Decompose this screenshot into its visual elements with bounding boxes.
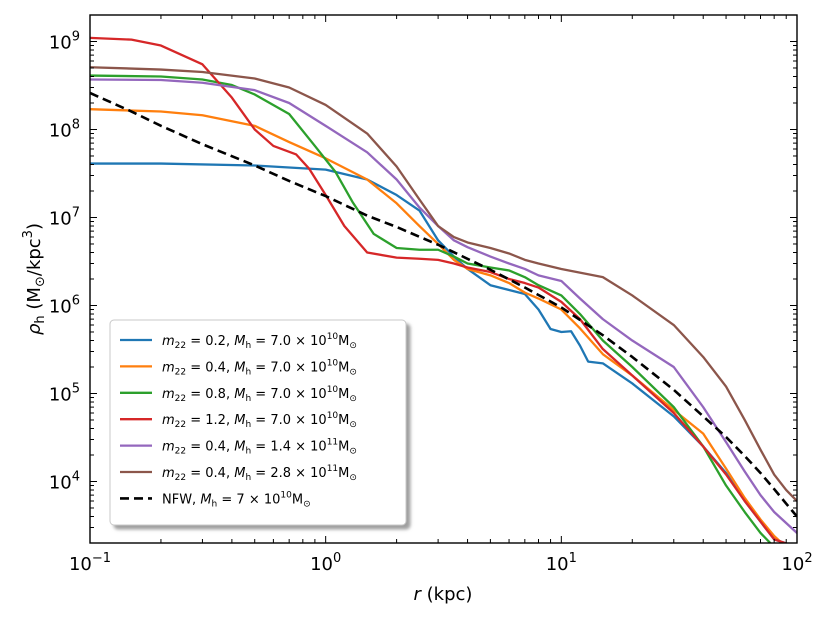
series-line-3 [90,74,772,543]
series-line-6 [90,66,797,502]
series-line-4 [90,36,789,543]
legend: m22 = 0.2, Mh = 7.0 × 1010M⊙ m22 = 0.4, M… [109,319,407,526]
x-tick-label: 101 [546,551,577,575]
y-axis-label: ρh (M⊙/kpc3) [21,223,48,335]
x-axis-label: r (kpc) [414,584,473,605]
x-tick-label: 10−1 [69,551,111,575]
legend-label-6: m22 = 0.4, Mh = 2.8 × 1011M⊙ [162,464,357,483]
axis-tick-labels: 10−1 100 101 102 104 105 106 107 108 109 [49,29,813,575]
y-tick-label: 108 [49,117,80,141]
legend-label-7: NFW, Mh = 7 × 1010M⊙ [162,490,311,509]
y-tick-label: 106 [49,293,80,317]
y-tick-label: 104 [49,469,80,493]
plot-frame [89,14,798,544]
x-tick-label: 102 [781,551,812,575]
legend-label-3: m22 = 0.8, Mh = 7.0 × 1010M⊙ [162,385,357,404]
y-tick-label: 107 [49,205,80,229]
legend-label-1: m22 = 0.2, Mh = 7.0 × 1010M⊙ [162,332,357,351]
legend-label-5: m22 = 0.4, Mh = 1.4 × 1011M⊙ [162,438,357,457]
y-tick-label: 109 [49,29,80,53]
legend-box [109,319,407,526]
series-line-7 [90,91,797,518]
series-layer [90,36,797,543]
series-line-2 [90,108,784,543]
x-tick-label: 100 [310,551,341,575]
legend-label-2: m22 = 0.4, Mh = 7.0 × 1010M⊙ [162,358,357,377]
y-tick-label: 105 [49,381,80,405]
legend-label-4: m22 = 1.2, Mh = 7.0 × 1010M⊙ [162,411,357,430]
